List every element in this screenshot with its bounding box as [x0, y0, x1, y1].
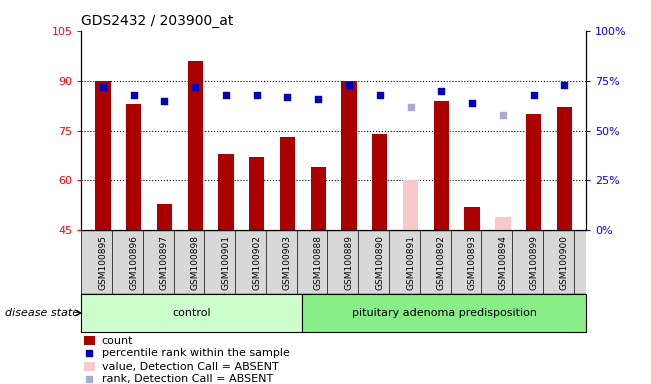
Text: GSM100891: GSM100891	[406, 235, 415, 290]
Point	[128, 91, 139, 98]
Text: GSM100889: GSM100889	[344, 235, 353, 290]
Text: GSM100888: GSM100888	[314, 235, 323, 290]
Point	[559, 81, 570, 88]
Text: count: count	[102, 336, 133, 346]
Point	[467, 99, 477, 106]
Bar	[157, 204, 172, 230]
Point	[436, 88, 447, 94]
Point	[190, 84, 201, 90]
Bar	[249, 157, 264, 230]
Point	[406, 104, 416, 110]
Point	[221, 91, 231, 98]
Bar	[434, 101, 449, 230]
Point	[529, 91, 539, 98]
Text: rank, Detection Call = ABSENT: rank, Detection Call = ABSENT	[102, 374, 273, 384]
Bar	[95, 81, 111, 230]
Text: GSM100890: GSM100890	[375, 235, 384, 290]
Point	[283, 94, 293, 100]
Point	[497, 111, 508, 118]
Text: GSM100898: GSM100898	[191, 235, 200, 290]
Bar	[557, 107, 572, 230]
Point	[159, 98, 170, 104]
Bar	[280, 137, 295, 230]
Text: pituitary adenoma predisposition: pituitary adenoma predisposition	[352, 308, 536, 318]
Text: GSM100896: GSM100896	[129, 235, 138, 290]
Bar	[464, 207, 480, 230]
Text: disease state: disease state	[5, 308, 79, 318]
Point	[374, 91, 385, 98]
Text: GSM100903: GSM100903	[283, 235, 292, 290]
Point	[98, 84, 108, 90]
Text: GDS2432 / 203900_at: GDS2432 / 203900_at	[81, 14, 234, 28]
Bar	[84, 362, 95, 371]
Bar	[311, 167, 326, 230]
Bar	[218, 154, 234, 230]
Point	[313, 96, 324, 102]
Point	[344, 81, 354, 88]
Text: GSM100892: GSM100892	[437, 235, 446, 290]
Bar	[302, 294, 586, 332]
Text: GSM100895: GSM100895	[98, 235, 107, 290]
Point	[251, 91, 262, 98]
Text: GSM100897: GSM100897	[160, 235, 169, 290]
Bar	[126, 104, 141, 230]
Text: GSM100901: GSM100901	[221, 235, 230, 290]
Bar	[526, 114, 541, 230]
Text: percentile rank within the sample: percentile rank within the sample	[102, 348, 290, 358]
Bar	[81, 294, 302, 332]
Bar	[187, 61, 203, 230]
Text: GSM100902: GSM100902	[252, 235, 261, 290]
Text: GSM100899: GSM100899	[529, 235, 538, 290]
Text: GSM100893: GSM100893	[467, 235, 477, 290]
Bar	[341, 81, 357, 230]
Text: GSM100900: GSM100900	[560, 235, 569, 290]
Text: value, Detection Call = ABSENT: value, Detection Call = ABSENT	[102, 361, 279, 372]
Bar	[84, 336, 95, 345]
Text: GSM100894: GSM100894	[498, 235, 507, 290]
Text: control: control	[173, 308, 211, 318]
Bar	[495, 217, 510, 230]
Bar	[403, 180, 418, 230]
Bar	[372, 134, 387, 230]
